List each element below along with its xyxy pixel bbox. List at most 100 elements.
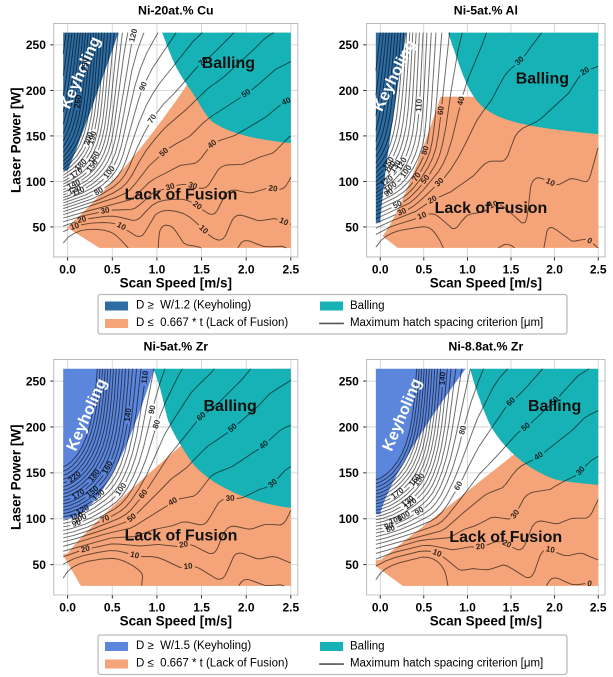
svg-text:200: 200 [82,130,95,146]
svg-text:200: 200 [339,420,359,434]
svg-text:1.0: 1.0 [149,601,166,615]
svg-text:Scan Speed [m/s]: Scan Speed [m/s] [430,613,542,628]
svg-text:Ni-20at.% Cu: Ni-20at.% Cu [138,4,214,18]
svg-text:10: 10 [129,550,140,561]
svg-text:20: 20 [268,183,278,193]
svg-text:1.0: 1.0 [149,263,166,277]
svg-text:110: 110 [414,98,424,112]
svg-text:2.0: 2.0 [546,601,563,615]
svg-text:30: 30 [396,206,408,218]
svg-text:Scan Speed [m/s]: Scan Speed [m/s] [120,613,232,628]
svg-text:10: 10 [431,547,443,559]
svg-text:80: 80 [420,144,431,156]
svg-text:Laser Power [W]: Laser Power [W] [8,87,23,193]
svg-text:50: 50 [33,558,47,572]
svg-text:1.5: 1.5 [503,601,520,615]
svg-text:10: 10 [488,199,500,211]
svg-text:100: 100 [339,512,359,526]
svg-text:120: 120 [127,27,139,43]
svg-text:260: 260 [72,94,83,109]
svg-text:0.0: 0.0 [59,601,76,615]
svg-text:20: 20 [178,539,189,549]
svg-text:140: 140 [438,371,448,386]
svg-text:30: 30 [165,181,177,192]
svg-text:0.0: 0.0 [59,263,76,277]
svg-text:0.5: 0.5 [104,263,121,277]
svg-text:Balling: Balling [350,640,385,652]
svg-text:90: 90 [71,517,83,528]
svg-text:Scan Speed [m/s]: Scan Speed [m/s] [120,275,232,290]
svg-text:0.5: 0.5 [104,601,121,615]
svg-text:20: 20 [475,541,486,551]
svg-text:D ≤: D ≤ 0 . 6 6 7 * t ( L a c k o f F u s i … [136,647,291,672]
svg-text:1.5: 1.5 [193,601,210,615]
svg-text:10: 10 [544,176,556,188]
svg-text:1.0: 1.0 [459,601,476,615]
svg-text:2.0: 2.0 [546,263,563,277]
svg-text:110: 110 [140,370,151,385]
svg-text:140: 140 [123,407,134,422]
svg-text:2.5: 2.5 [282,263,299,277]
svg-text:100: 100 [26,175,46,189]
svg-text:2.5: 2.5 [590,263,607,277]
svg-text:100: 100 [339,175,359,189]
svg-text:150: 150 [339,129,359,143]
svg-text:200: 200 [26,420,46,434]
svg-text:0: 0 [586,579,593,589]
svg-text:0: 0 [586,236,595,246]
svg-text:70: 70 [99,513,111,525]
svg-text:2.5: 2.5 [590,601,607,615]
svg-text:2.0: 2.0 [238,601,255,615]
svg-text:1.5: 1.5 [503,263,520,277]
svg-text:150: 150 [339,466,359,480]
svg-text:Balling: Balling [350,300,385,312]
svg-text:190: 190 [86,130,99,146]
svg-text:20: 20 [80,544,91,555]
svg-text:50: 50 [391,198,403,210]
svg-text:90: 90 [383,520,395,531]
svg-text:30: 30 [225,494,235,503]
svg-text:250: 250 [339,374,359,388]
svg-text:10: 10 [416,210,428,222]
svg-text:250: 250 [339,38,359,52]
svg-text:D ≥: D ≥ W / 1 . 2 ( K e y h o l i n g ) [136,289,254,314]
svg-text:20: 20 [501,538,514,550]
svg-text:Ni-5at.% Al: Ni-5at.% Al [454,4,518,18]
svg-text:30: 30 [187,180,199,191]
svg-text:90: 90 [147,404,158,415]
svg-text:0.0: 0.0 [372,601,389,615]
svg-text:250: 250 [26,38,46,52]
svg-text:Lack of Fusion: Lack of Fusion [125,187,238,204]
svg-text:Scan Speed [m/s]: Scan Speed [m/s] [430,275,542,290]
svg-text:150: 150 [26,466,46,480]
svg-text:0.0: 0.0 [372,263,389,277]
svg-text:Ni-8.8at.% Zr: Ni-8.8at.% Zr [448,340,523,354]
svg-text:110: 110 [69,510,85,523]
svg-text:0.5: 0.5 [415,263,432,277]
svg-text:1.5: 1.5 [193,263,210,277]
svg-text:40: 40 [455,95,466,106]
svg-text:20: 20 [76,214,87,225]
svg-text:200: 200 [339,84,359,98]
svg-text:M a x i m: M a x i m u m h a t c h s p a c i n g c … [350,306,546,331]
svg-text:Balling: Balling [204,398,257,415]
svg-text:80: 80 [151,418,163,430]
svg-text:Balling: Balling [528,398,581,415]
svg-text:90: 90 [137,80,149,92]
svg-text:10: 10 [183,561,193,571]
svg-text:D ≥: D ≥ W / 1 . 5 ( K e y h o l i n g ) [136,629,254,654]
svg-text:Laser Power [W]: Laser Power [W] [8,424,23,530]
svg-text:80: 80 [457,424,468,435]
svg-text:Ni-5at.% Zr: Ni-5at.% Zr [144,340,209,354]
svg-text:10: 10 [278,216,290,228]
svg-text:2.5: 2.5 [282,601,299,615]
svg-text:60: 60 [436,105,446,115]
svg-text:M a x i m: M a x i m u m h a t c h s p a c i n g c … [350,647,546,672]
svg-text:Lack of Fusion: Lack of Fusion [449,529,562,546]
svg-text:80: 80 [385,523,397,534]
svg-text:50: 50 [345,220,359,234]
svg-text:1.0: 1.0 [459,263,476,277]
svg-text:2.0: 2.0 [238,263,255,277]
svg-text:50: 50 [345,558,359,572]
svg-text:10: 10 [69,220,81,232]
